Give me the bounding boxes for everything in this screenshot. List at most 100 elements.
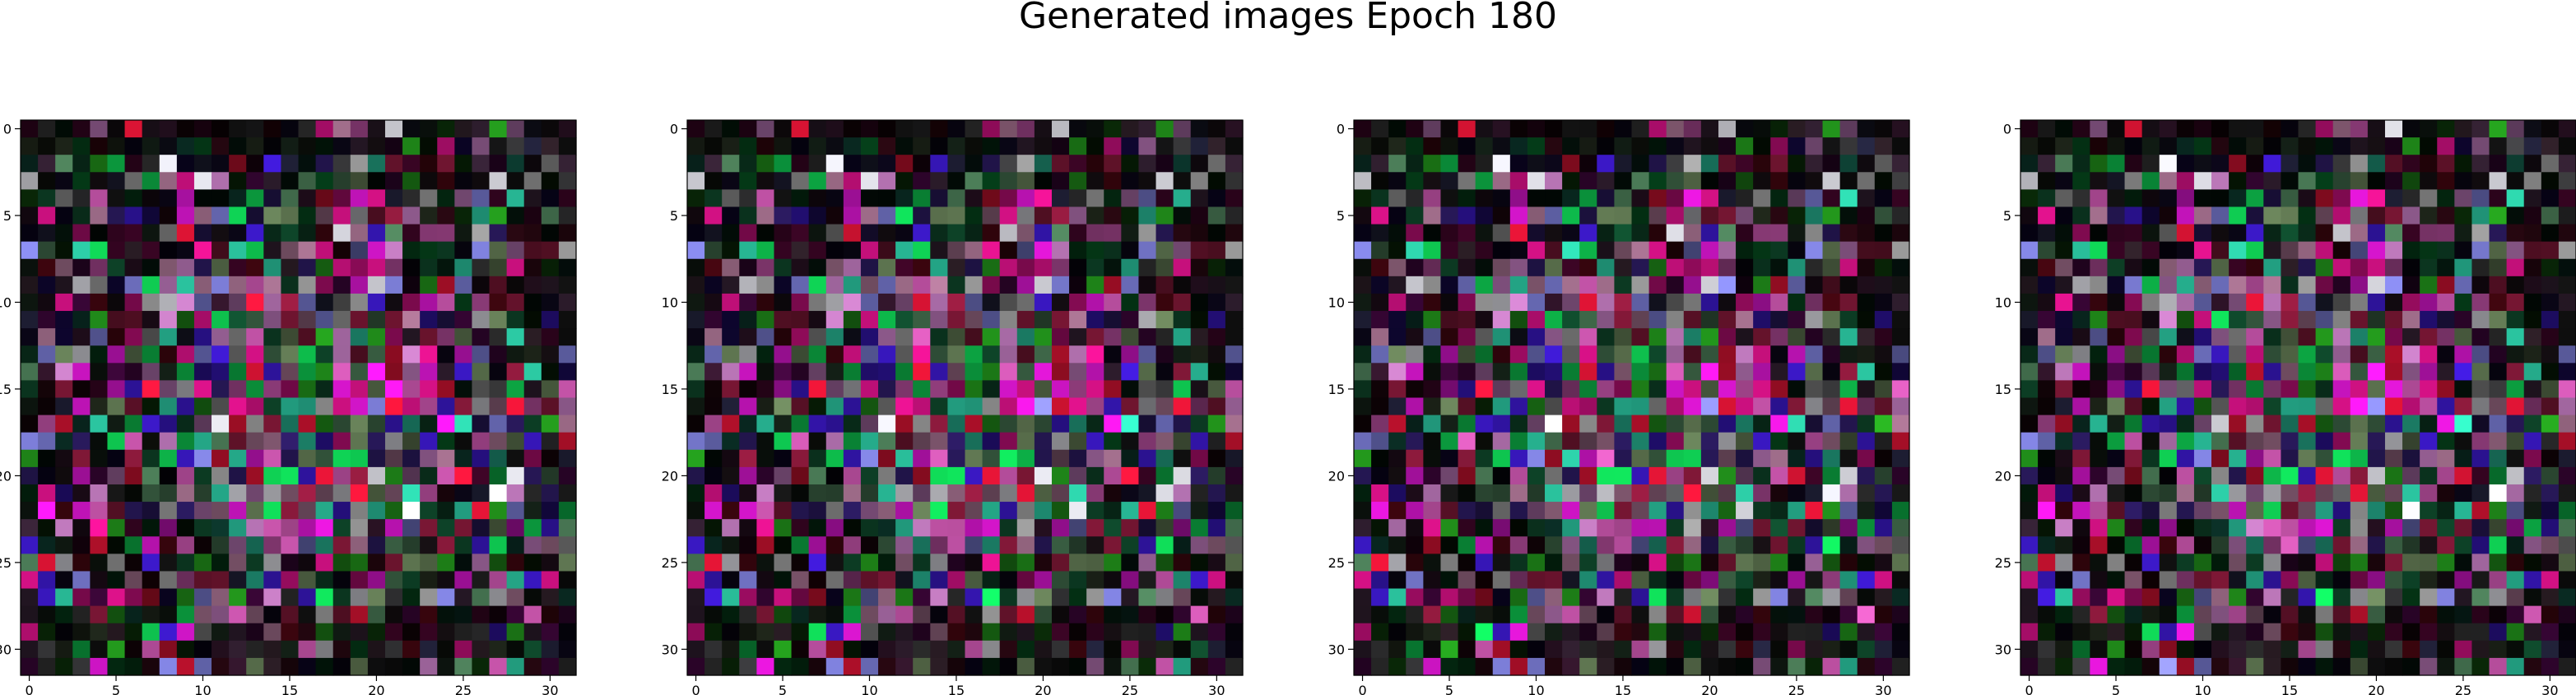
pixel	[367, 484, 386, 503]
pixel	[825, 605, 844, 624]
pixel	[1857, 484, 1876, 503]
pixel	[229, 640, 247, 659]
pixel	[2263, 588, 2281, 607]
pixel	[2471, 571, 2490, 590]
pixel	[1822, 276, 1841, 294]
pixel	[1440, 623, 1459, 642]
pixel	[159, 311, 178, 329]
x-tick-label: 10	[2194, 683, 2211, 695]
pixel	[791, 206, 810, 225]
pixel	[2211, 293, 2230, 312]
pixel	[107, 415, 126, 433]
pixel	[2489, 293, 2508, 312]
pixel	[739, 189, 757, 208]
pixel	[1700, 466, 1719, 485]
pixel	[1121, 571, 1140, 590]
pixel	[1891, 328, 1910, 346]
pixel	[21, 258, 39, 277]
pixel	[263, 502, 281, 520]
pixel	[523, 571, 542, 590]
pixel	[1839, 172, 1858, 190]
pixel	[1509, 571, 1528, 590]
pixel	[1051, 258, 1070, 277]
pixel	[687, 206, 705, 225]
pixel	[1190, 380, 1209, 399]
pixel	[1631, 172, 1650, 190]
pixel	[1173, 484, 1192, 503]
pixel	[332, 311, 351, 329]
pixel	[1155, 328, 1174, 346]
pixel	[2159, 449, 2178, 468]
pixel	[437, 363, 455, 381]
pixel	[1683, 311, 1702, 329]
pixel	[1579, 571, 1597, 590]
y-tick-label: 5	[670, 208, 678, 224]
pixel	[1086, 276, 1104, 294]
pixel	[454, 432, 473, 451]
pixel	[1614, 502, 1633, 520]
pixel	[2367, 554, 2386, 572]
pixel	[2246, 189, 2264, 208]
pixel	[21, 571, 39, 590]
pixel	[1371, 605, 1389, 624]
pixel	[1874, 536, 1893, 554]
pixel	[1874, 605, 1893, 624]
pixel	[1225, 571, 1244, 590]
pixel	[1891, 380, 1910, 399]
pixel	[930, 345, 948, 364]
pixel	[1086, 189, 1104, 208]
pixel	[107, 120, 126, 138]
pixel	[687, 432, 705, 451]
pixel	[2437, 258, 2455, 277]
pixel	[1527, 363, 1546, 381]
pixel	[1069, 397, 1087, 416]
pixel	[2558, 276, 2576, 294]
pixel	[1597, 276, 1615, 294]
pixel	[1700, 449, 1719, 468]
pixel	[420, 640, 438, 659]
pixel	[1051, 241, 1070, 260]
pixel	[193, 536, 212, 554]
pixel	[1440, 397, 1459, 416]
pixel	[982, 397, 1001, 416]
pixel	[332, 640, 351, 659]
pixel	[1155, 224, 1174, 243]
pixel	[38, 571, 56, 590]
pixel	[999, 536, 1018, 554]
pixel	[1597, 397, 1615, 416]
pixel	[281, 466, 300, 485]
pixel	[2506, 189, 2525, 208]
pixel	[1700, 397, 1719, 416]
pixel	[55, 311, 73, 329]
pixel	[212, 657, 230, 676]
pixel	[1700, 258, 1719, 277]
pixel	[1121, 276, 1140, 294]
pixel	[176, 380, 195, 399]
pixel	[193, 432, 212, 451]
pixel	[1509, 466, 1528, 485]
pixel	[506, 536, 525, 554]
pixel	[523, 120, 542, 138]
pixel	[704, 137, 723, 155]
axes-frame	[686, 119, 1244, 676]
pixel	[1805, 432, 1824, 451]
pixel	[2229, 449, 2247, 468]
pixel	[1805, 276, 1824, 294]
pixel	[860, 640, 879, 659]
pixel	[454, 137, 473, 155]
pixel	[55, 502, 73, 520]
pixel	[1207, 276, 1226, 294]
pixel	[1458, 137, 1476, 155]
pixel	[281, 380, 300, 399]
pixel	[367, 397, 386, 416]
pixel	[298, 120, 317, 138]
pixel	[1753, 241, 1771, 260]
pixel	[1857, 519, 1876, 537]
pixel	[1683, 137, 1702, 155]
pixel	[2402, 554, 2420, 572]
pixel	[1788, 623, 1806, 642]
pixel	[1016, 415, 1035, 433]
pixel	[2038, 657, 2056, 676]
pixel	[1190, 293, 1209, 312]
pixel	[2246, 466, 2264, 485]
